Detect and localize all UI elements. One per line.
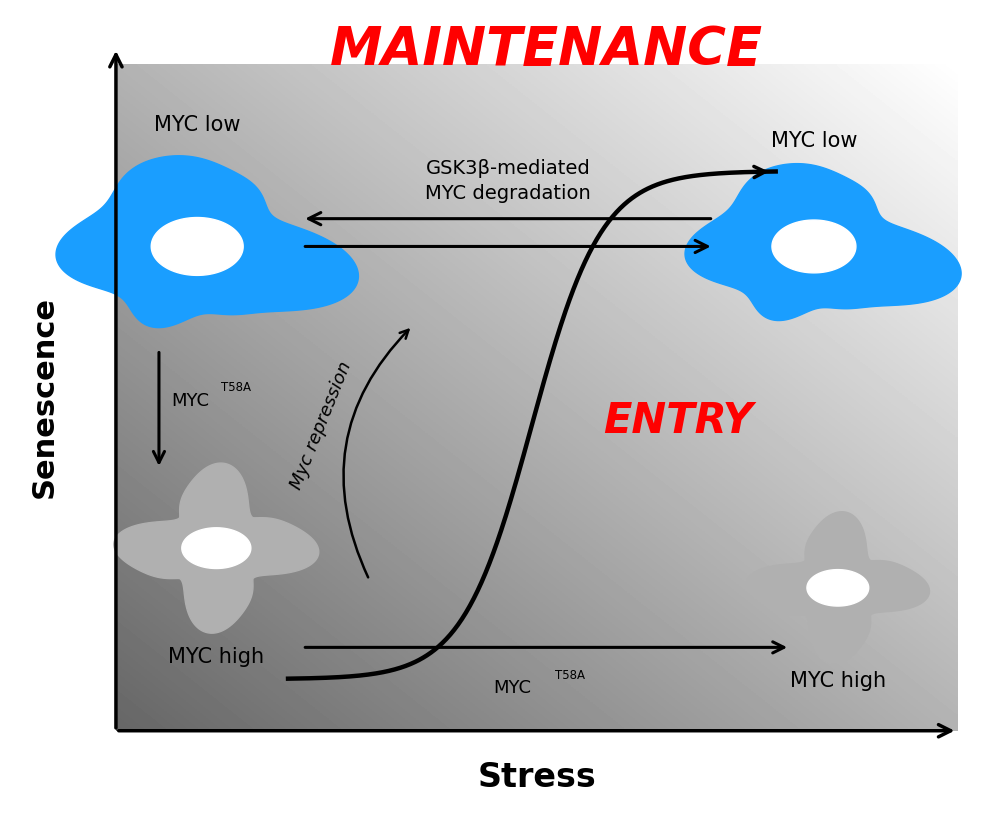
Polygon shape	[151, 218, 243, 275]
Text: Myc repression: Myc repression	[288, 359, 356, 491]
FancyArrowPatch shape	[344, 330, 408, 577]
Polygon shape	[182, 528, 251, 568]
Text: MAINTENANCE: MAINTENANCE	[330, 24, 763, 76]
Text: MYC low: MYC low	[771, 131, 858, 151]
Text: MYC high: MYC high	[790, 672, 885, 691]
Text: Stress: Stress	[477, 761, 596, 794]
Polygon shape	[114, 463, 319, 633]
Text: MYC: MYC	[171, 392, 209, 410]
Text: Senescence: Senescence	[30, 296, 59, 499]
Text: GSK3β-mediated
MYC degradation: GSK3β-mediated MYC degradation	[425, 159, 591, 203]
Text: ENTRY: ENTRY	[604, 400, 753, 442]
Text: MYC high: MYC high	[168, 648, 264, 667]
Polygon shape	[56, 155, 359, 327]
Text: MYC low: MYC low	[154, 115, 240, 136]
Polygon shape	[746, 512, 929, 664]
Polygon shape	[807, 570, 869, 606]
Text: MYC: MYC	[494, 679, 532, 697]
Polygon shape	[685, 164, 961, 321]
Polygon shape	[772, 220, 856, 273]
Text: T58A: T58A	[221, 381, 251, 394]
Text: T58A: T58A	[555, 669, 585, 681]
